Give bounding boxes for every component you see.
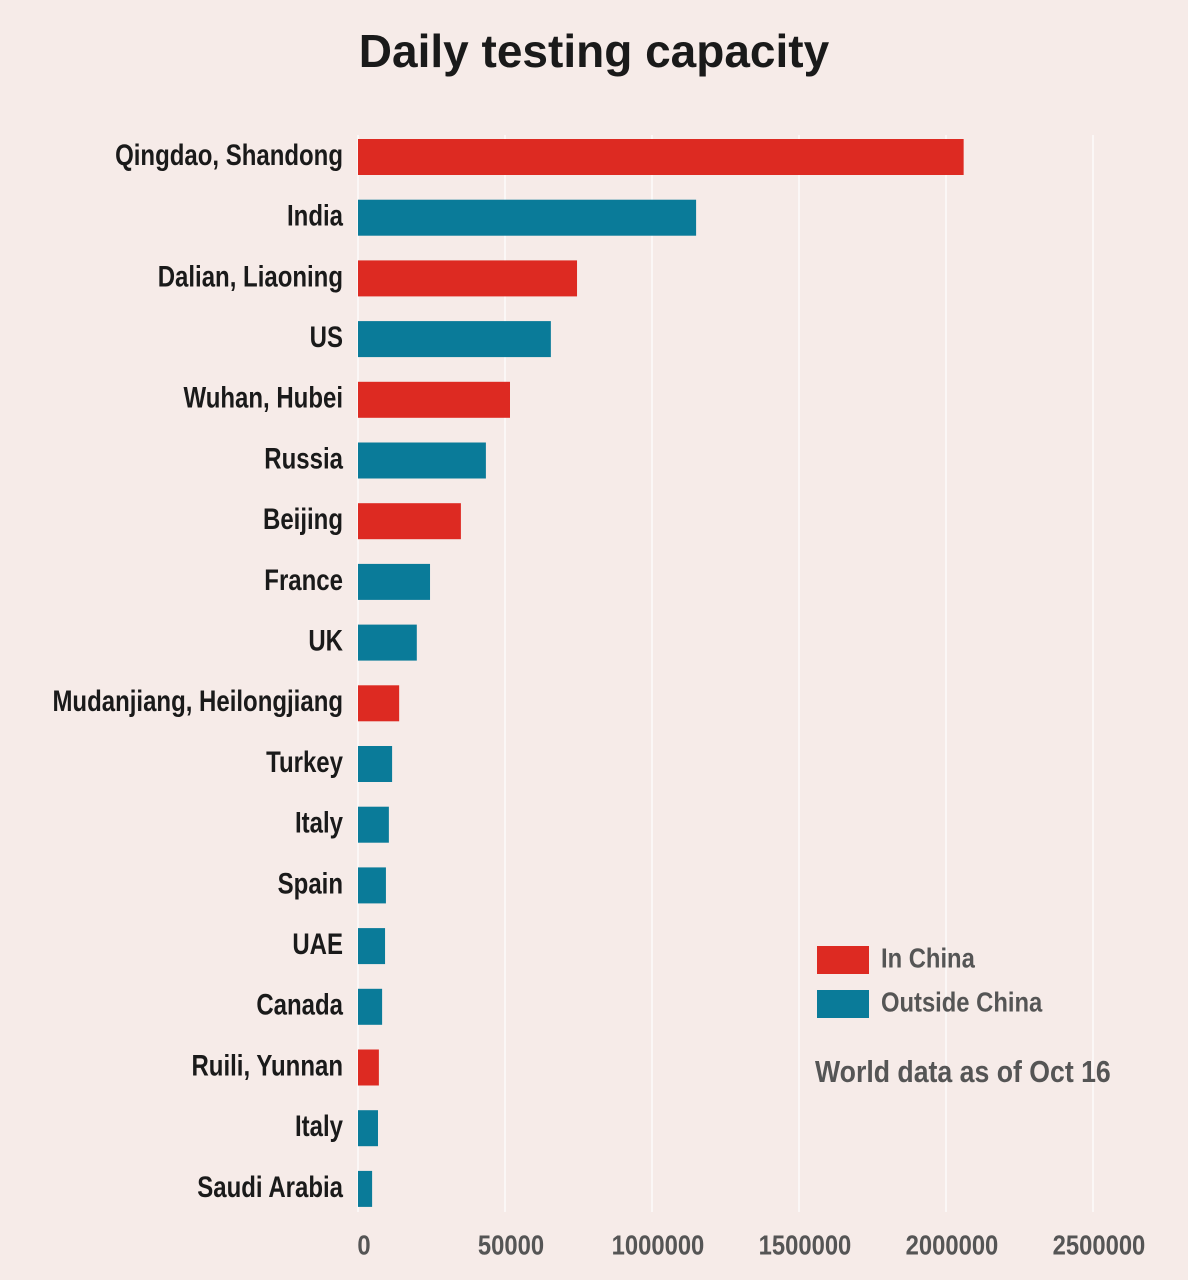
bar [358,746,393,782]
x-tick-label: 1000000 [612,1229,705,1261]
y-tick-label: Russia [264,441,343,475]
chart-title: Daily testing capacity [359,25,830,77]
y-tick-label: Mudanjiang, Heilongjiang [52,684,343,718]
bar [358,199,697,236]
y-tick-label: India [287,198,344,232]
bar [358,1110,378,1147]
y-tick-label: Wuhan, Hubei [183,380,343,414]
bar [358,1170,373,1207]
y-tick-label: US [310,319,343,353]
y-tick-label: Italy [295,805,343,839]
y-tick-label: UK [308,623,343,657]
x-tick-label: 2000000 [906,1229,999,1261]
y-tick-label: Italy [295,1109,343,1143]
bar [358,624,417,661]
bar [358,260,578,297]
y-tick-label: France [264,562,343,596]
bar [358,503,461,540]
bar [358,442,486,479]
y-tick-label: Dalian, Liaoning [158,259,343,293]
bar [358,867,386,904]
y-tick-label: Beijing [263,502,343,536]
y-tick-label: Spain [278,866,343,900]
y-tick-label: Ruili, Yunnan [191,1048,343,1082]
x-tick-label: 0 [357,1229,370,1261]
bar [358,928,386,965]
bar [358,381,510,418]
x-tick-label: 50000 [478,1229,544,1261]
legend-label: In China [881,942,975,974]
bar [358,321,551,358]
x-tick-label: 1500000 [759,1229,852,1261]
y-tick-label: UAE [292,926,343,960]
legend-label: Outside China [881,986,1043,1018]
y-tick-label: Qingdao, Shandong [115,137,343,171]
legend-swatch [817,990,869,1018]
bar [358,139,964,175]
bar [358,1049,379,1086]
bar [358,806,389,843]
legend-swatch [817,946,869,974]
x-tick-label: 2500000 [1053,1229,1146,1261]
y-tick-label: Turkey [266,744,343,778]
bar [358,988,383,1025]
y-tick-label: Saudi Arabia [197,1169,344,1203]
annotation: World data as of Oct 16 [815,1055,1111,1089]
bar [358,563,431,600]
y-tick-label: Canada [256,987,343,1021]
bar [358,685,400,722]
